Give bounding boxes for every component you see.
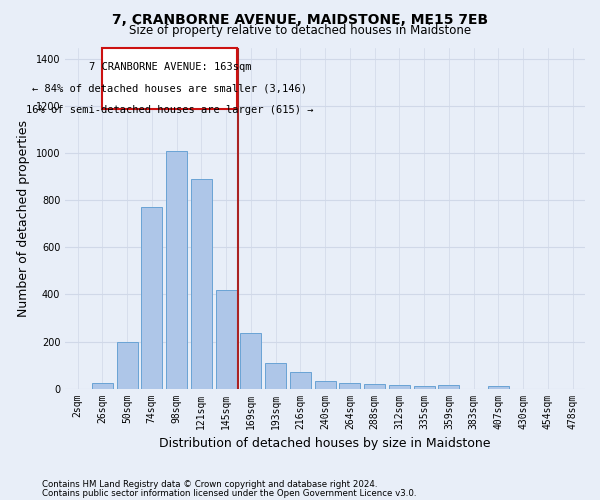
Bar (413, 386, 434, 388)
Bar (290, 372, 311, 388)
Bar (314, 382, 335, 388)
Bar (191, 179, 212, 388)
Bar (142, 208, 163, 388)
Bar (439, 385, 460, 388)
Bar (116, 342, 137, 388)
Text: 7, CRANBORNE AVENUE, MAIDSTONE, ME15 7EB: 7, CRANBORNE AVENUE, MAIDSTONE, ME15 7EB (112, 12, 488, 26)
Text: Contains HM Land Registry data © Crown copyright and database right 2024.: Contains HM Land Registry data © Crown c… (42, 480, 377, 489)
Bar (265, 362, 286, 388)
Bar (166, 151, 187, 388)
Text: 16% of semi-detached houses are larger (615) →: 16% of semi-detached houses are larger (… (26, 105, 314, 115)
Text: Contains public sector information licensed under the Open Government Licence v3: Contains public sector information licen… (42, 490, 416, 498)
Bar (389, 385, 410, 388)
Bar (241, 334, 262, 388)
Text: 7 CRANBORNE AVENUE: 163sqm: 7 CRANBORNE AVENUE: 163sqm (89, 62, 251, 72)
FancyBboxPatch shape (103, 48, 237, 108)
Bar (488, 386, 509, 388)
Bar (340, 382, 361, 388)
Bar (364, 384, 385, 388)
Y-axis label: Number of detached properties: Number of detached properties (17, 120, 30, 316)
Text: Size of property relative to detached houses in Maidstone: Size of property relative to detached ho… (129, 24, 471, 37)
Bar (92, 382, 113, 388)
X-axis label: Distribution of detached houses by size in Maidstone: Distribution of detached houses by size … (160, 437, 491, 450)
Bar (215, 290, 236, 388)
Text: ← 84% of detached houses are smaller (3,146): ← 84% of detached houses are smaller (3,… (32, 84, 307, 94)
